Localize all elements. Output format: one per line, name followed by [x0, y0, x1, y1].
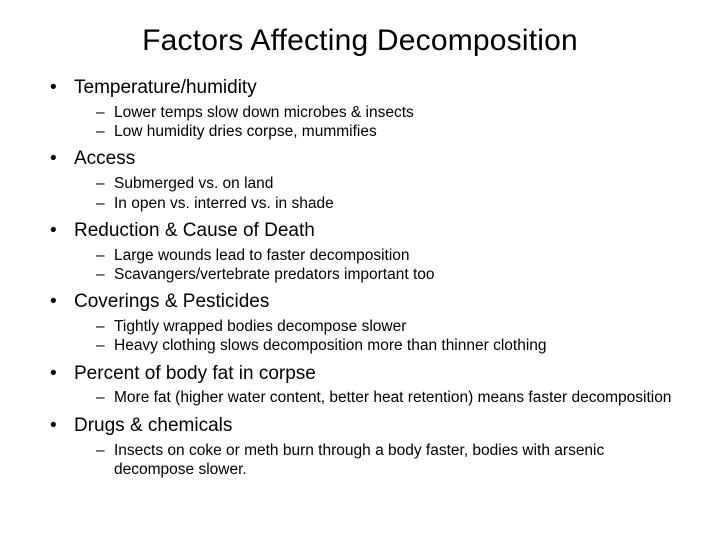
- dash-icon: –: [96, 246, 114, 265]
- sub-item-label: In open vs. interred vs. in shade: [114, 194, 334, 213]
- sub-item: –Insects on coke or meth burn through a …: [96, 441, 680, 480]
- sub-list: –Large wounds lead to faster decompositi…: [50, 246, 680, 285]
- sub-item: –Scavangers/vertebrate predators importa…: [96, 265, 680, 284]
- dash-icon: –: [96, 336, 114, 355]
- list-item: • Temperature/humidity –Lower temps slow…: [50, 76, 680, 141]
- sub-item-label: Large wounds lead to faster decompositio…: [114, 246, 410, 265]
- sub-item: –Low humidity dries corpse, mummifies: [96, 122, 680, 141]
- sub-item-label: Scavangers/vertebrate predators importan…: [114, 265, 435, 284]
- sub-item-label: Submerged vs. on land: [114, 174, 273, 193]
- dash-icon: –: [96, 103, 114, 122]
- sub-list: –Lower temps slow down microbes & insect…: [50, 103, 680, 142]
- list-item: • Drugs & chemicals –Insects on coke or …: [50, 414, 680, 479]
- main-item-label: Drugs & chemicals: [74, 414, 232, 439]
- sub-list: –Tightly wrapped bodies decompose slower…: [50, 317, 680, 356]
- main-item-label: Percent of body fat in corpse: [74, 362, 316, 387]
- sub-list: –Submerged vs. on land –In open vs. inte…: [50, 174, 680, 213]
- bullet-icon: •: [50, 76, 74, 101]
- sub-item: –Large wounds lead to faster decompositi…: [96, 246, 680, 265]
- dash-icon: –: [96, 317, 114, 336]
- dash-icon: –: [96, 122, 114, 141]
- bullet-icon: •: [50, 219, 74, 244]
- sub-item-label: Lower temps slow down microbes & insects: [114, 103, 414, 122]
- main-list: • Temperature/humidity –Lower temps slow…: [40, 76, 680, 479]
- sub-item-label: Insects on coke or meth burn through a b…: [114, 441, 680, 480]
- sub-item: –Lower temps slow down microbes & insect…: [96, 103, 680, 122]
- sub-item: –Submerged vs. on land: [96, 174, 680, 193]
- sub-list: –More fat (higher water content, better …: [50, 388, 680, 407]
- sub-item-label: Tightly wrapped bodies decompose slower: [114, 317, 406, 336]
- slide-title: Factors Affecting Decomposition: [40, 24, 680, 58]
- sub-item-label: More fat (higher water content, better h…: [114, 388, 671, 407]
- bullet-icon: •: [50, 147, 74, 172]
- sub-item: –Tightly wrapped bodies decompose slower: [96, 317, 680, 336]
- sub-item-label: Low humidity dries corpse, mummifies: [114, 122, 377, 141]
- sub-item: –More fat (higher water content, better …: [96, 388, 680, 407]
- dash-icon: –: [96, 265, 114, 284]
- list-item: • Access –Submerged vs. on land –In open…: [50, 147, 680, 212]
- dash-icon: –: [96, 441, 114, 460]
- main-item-label: Coverings & Pesticides: [74, 290, 269, 315]
- bullet-icon: •: [50, 414, 74, 439]
- list-item: • Reduction & Cause of Death –Large woun…: [50, 219, 680, 284]
- dash-icon: –: [96, 194, 114, 213]
- dash-icon: –: [96, 174, 114, 193]
- main-item-label: Temperature/humidity: [74, 76, 257, 101]
- main-item-label: Access: [74, 147, 135, 172]
- bullet-icon: •: [50, 290, 74, 315]
- sub-list: –Insects on coke or meth burn through a …: [50, 441, 680, 480]
- sub-item: –Heavy clothing slows decomposition more…: [96, 336, 680, 355]
- list-item: • Percent of body fat in corpse –More fa…: [50, 362, 680, 408]
- sub-item: –In open vs. interred vs. in shade: [96, 194, 680, 213]
- list-item: • Coverings & Pesticides –Tightly wrappe…: [50, 290, 680, 355]
- sub-item-label: Heavy clothing slows decomposition more …: [114, 336, 547, 355]
- main-item-label: Reduction & Cause of Death: [74, 219, 315, 244]
- dash-icon: –: [96, 388, 114, 407]
- bullet-icon: •: [50, 362, 74, 387]
